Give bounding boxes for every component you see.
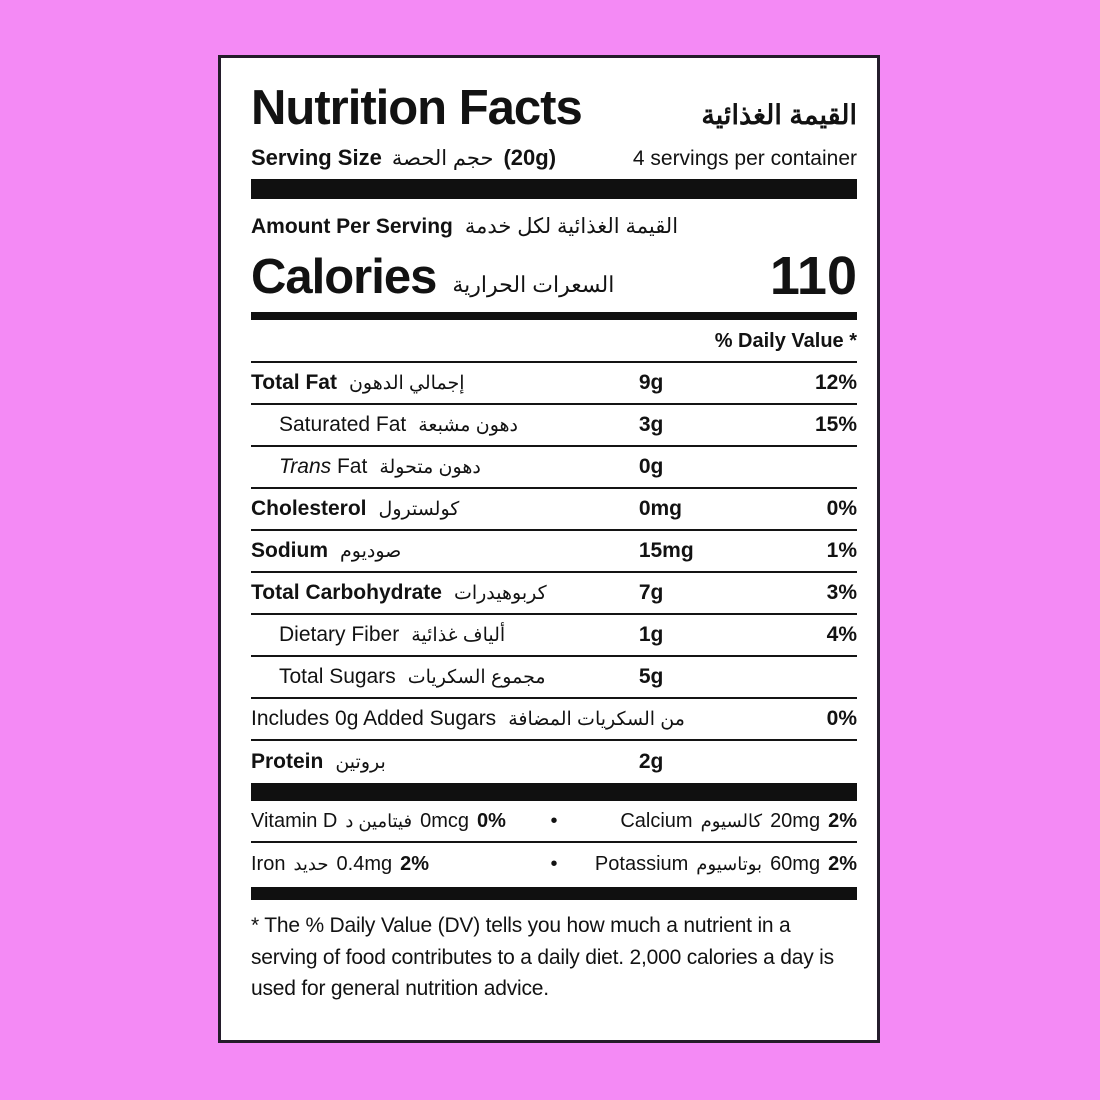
nutrient-name-arabic: دهون متحولة [379,456,481,478]
micro-name: Vitamin D [251,809,338,832]
bullet-separator: • [550,809,558,832]
micro-iron: Iron حديد 0.4mg 2% [251,853,532,876]
micro-vitamin-d: Vitamin D فيتامين د 0mcg 0% [251,810,532,833]
nutrient-row-total-sugars: Total Sugars مجموع السكريات 5g [251,657,857,700]
nutrient-row-trans-fat: Trans Fat دهون متحولة 0g [251,447,857,490]
nutrient-amount: 9g [638,371,664,395]
label-title: Nutrition Facts [251,81,583,135]
nutrient-name: Dietary Fiber [279,623,400,647]
nutrient-row-saturated-fat: Saturated Fat دهون مشبعة 3g 15% [251,405,857,448]
nutrient-name-arabic: كولسترول [378,498,460,520]
nutrient-dv: 0% [826,707,857,731]
nutrient-row-total-carbohydrate: Total Carbohydrate كربوهيدرات 7g 3% [251,573,857,616]
nutrient-amount: 3g [638,413,664,437]
nutrient-row-added-sugars: Includes 0g Added Sugars من السكريات الم… [251,699,857,742]
calories-arabic: السعرات الحرارية [452,272,615,298]
nutrient-amount: 5g [638,665,664,689]
micro-amount: 0mcg [420,809,469,832]
micro-name: Potassium [594,852,689,875]
nutrient-amount: 1g [638,623,664,647]
nutrient-name-arabic: ألياف غذائية [411,624,506,646]
serving-size-label: Serving Size [251,145,382,170]
nutrient-dv: 0% [826,497,857,521]
micro-calcium: Calcium كالسيوم 20mg 2% [576,810,857,833]
micro-name-arabic: حديد [293,853,329,874]
amount-per-serving-arabic: القيمة الغذائية لكل خدمة [464,215,679,238]
nutrient-amount: 0mg [638,497,683,521]
amount-per-serving-label: Amount Per Serving [251,215,453,238]
nutrient-name-arabic: دهون مشبعة [418,414,518,436]
label-title-arabic: القيمة الغذائية [701,99,857,130]
amount-per-serving-row: Amount Per Serving القيمة الغذائية لكل خ… [251,214,857,239]
label-header: Nutrition Facts القيمة الغذائية [251,84,857,133]
calories-label: Calories [251,250,437,305]
trans-rest: Fat [331,455,368,479]
footnote-text: * The % Daily Value (DV) tells you how m… [251,914,834,1001]
nutrient-name: Saturated Fat [279,413,407,437]
divider-bar-medium [251,312,857,321]
nutrient-amount: 2g [638,750,664,774]
nutrient-name-arabic: كربوهيدرات [453,582,547,604]
nutrient-dv: 15% [814,413,857,437]
serving-size-value: (20g) [503,145,557,170]
micro-name: Iron [251,852,286,875]
nutrient-amount: 7g [638,581,664,605]
micro-name-arabic: كالسيوم [700,810,763,831]
nutrient-amount: 0g [638,455,664,479]
micro-amount: 60mg [770,852,821,875]
micro-dv: 2% [828,809,857,832]
micro-name-arabic: فيتامين د [345,810,413,831]
nutrient-row-protein: Protein بروتين 2g [251,741,857,783]
nutrient-dv: 1% [826,539,857,563]
nutrient-name-arabic: من السكريات المضافة [508,708,685,730]
nutrient-name: Trans Fat [251,455,367,479]
nutrient-name-arabic: مجموع السكريات [407,666,546,688]
nutrient-name: Sodium [251,539,328,563]
micro-name: Calcium [620,809,693,832]
micro-amount: 0.4mg [336,852,393,875]
nutrient-name: Includes 0g Added Sugars [251,707,497,731]
trans-italic: Trans [279,455,332,479]
serving-size-group: Serving Size حجم الحصة (20g) [251,145,556,171]
serving-size-arabic: حجم الحصة [391,147,494,170]
nutrition-label-card: Nutrition Facts القيمة الغذائية Serving … [218,55,880,1043]
divider-bar-vitamins [251,783,857,802]
nutrient-amount: 15mg [638,539,694,563]
micros-row-1: Vitamin D فيتامين د 0mcg 0% • Calcium كا… [251,801,857,844]
divider-bar-bottom [251,887,857,901]
nutrient-name-arabic: صوديوم [340,540,402,562]
nutrient-row-cholesterol: Cholesterol كولسترول 0mg 0% [251,489,857,532]
nutrient-name: Protein [251,750,324,774]
micro-dv: 0% [476,809,506,832]
nutrient-name: Cholesterol [251,497,367,521]
nutrient-name: Total Fat [251,371,337,395]
nutrient-dv: 4% [826,623,857,647]
nutrient-name: Total Sugars [279,665,396,689]
daily-value-header: % Daily Value * [251,320,857,364]
servings-per-container: 4 servings per container [632,147,857,170]
micro-name-arabic: بوتاسيوم [696,853,763,874]
calories-value: 110 [769,246,857,306]
micro-potassium: Potassium بوتاسيوم 60mg 2% [576,853,857,876]
divider-bar-thick-top [251,179,857,199]
bullet-separator: • [550,852,558,875]
nutrient-dv: 3% [826,581,857,605]
nutrient-row-total-fat: Total Fat إجمالي الدهون 9g 12% [251,363,857,406]
nutrient-name-arabic: بروتين [335,751,386,773]
nutrient-row-dietary-fiber: Dietary Fiber ألياف غذائية 1g 4% [251,615,857,658]
nutrient-name-arabic: إجمالي الدهون [348,372,465,394]
micro-dv: 2% [400,852,430,875]
nutrient-name: Total Carbohydrate [251,581,442,605]
serving-size-row: Serving Size حجم الحصة (20g) 4 servings … [251,145,857,171]
micro-dv: 2% [828,852,857,875]
micro-amount: 20mg [770,809,821,832]
micros-row-2: Iron حديد 0.4mg 2% • Potassium بوتاسيوم … [251,843,857,885]
calories-row: Calories السعرات الحرارية 110 [251,246,857,306]
nutrient-dv: 12% [814,371,857,395]
nutrient-row-sodium: Sodium صوديوم 15mg 1% [251,531,857,574]
